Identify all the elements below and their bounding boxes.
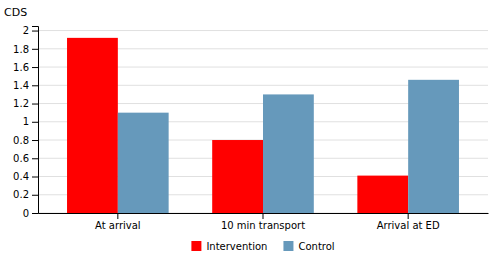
y-tick-mark bbox=[32, 122, 38, 123]
y-tick: 1.6 bbox=[13, 62, 38, 73]
bar bbox=[263, 94, 314, 213]
y-tick-mark bbox=[32, 104, 38, 105]
y-tick: 1.4 bbox=[13, 80, 38, 91]
x-axis: At arrival 10 min transport Arrival at ED bbox=[39, 213, 489, 231]
y-tick: 1.2 bbox=[13, 98, 38, 109]
y-tick-mark bbox=[32, 85, 38, 86]
y-tick-mark bbox=[32, 67, 38, 68]
y-tick-mark bbox=[32, 31, 38, 32]
y-axis: 0 0.2 0.4 0.6 0.8 1 1.2 1.4 1.6 1.8 2 bbox=[13, 25, 38, 218]
y-tick-mark bbox=[32, 177, 38, 178]
plot: 0 0.2 0.4 0.6 0.8 1 1.2 1.4 1.6 1.8 2 At arrival 10 … bbox=[13, 25, 488, 231]
y-tick-label: 0 bbox=[23, 208, 29, 219]
legend-item: Intervention bbox=[191, 241, 267, 252]
x-tick-mark bbox=[117, 213, 118, 219]
bar-series bbox=[67, 38, 408, 213]
y-tick-label: 2 bbox=[23, 25, 29, 36]
y-tick-mark bbox=[32, 49, 38, 50]
y-axis-label: CDS bbox=[4, 6, 27, 19]
y-tick: 1.8 bbox=[13, 44, 38, 55]
legend-item: Control bbox=[283, 241, 334, 252]
legend-label: Control bbox=[298, 241, 334, 252]
x-tick-label: At arrival bbox=[95, 220, 141, 231]
bar-series bbox=[118, 80, 459, 213]
y-tick: 0.2 bbox=[13, 189, 38, 200]
bars bbox=[67, 38, 459, 213]
y-tick-label: 0.2 bbox=[13, 189, 29, 200]
y-tick: 0.6 bbox=[13, 153, 38, 164]
bar bbox=[408, 80, 459, 213]
y-tick-label: 1.4 bbox=[13, 80, 29, 91]
y-tick-label: 1.6 bbox=[13, 62, 29, 73]
y-tick-label: 0.6 bbox=[13, 153, 29, 164]
x-tick: At arrival bbox=[95, 213, 141, 231]
x-tick-label: 10 min transport bbox=[221, 220, 305, 231]
y-tick: 2 bbox=[23, 25, 38, 36]
x-tick: Arrival at ED bbox=[377, 213, 440, 231]
grid-line bbox=[38, 30, 488, 31]
y-tick-label: 0.4 bbox=[13, 171, 29, 182]
grid bbox=[38, 31, 488, 213]
bar bbox=[212, 140, 263, 213]
legend-swatch bbox=[283, 241, 293, 251]
bar bbox=[118, 113, 169, 213]
bar bbox=[357, 176, 408, 213]
y-tick: 0 bbox=[23, 208, 38, 219]
legend-label: Intervention bbox=[206, 241, 267, 252]
y-tick-mark bbox=[32, 140, 38, 141]
x-tick-mark bbox=[263, 213, 264, 219]
y-tick-label: 0.8 bbox=[13, 135, 29, 146]
y-tick-mark bbox=[32, 195, 38, 196]
y-tick-label: 1.2 bbox=[13, 98, 29, 109]
bar bbox=[67, 38, 118, 213]
chart: 0 0.2 0.4 0.6 0.8 1 1.2 1.4 1.6 1.8 2 At arrival 10 … bbox=[0, 0, 500, 261]
y-tick: 1 bbox=[23, 116, 38, 127]
x-tick-mark bbox=[408, 213, 409, 219]
x-tick: 10 min transport bbox=[221, 213, 305, 231]
y-tick-label: 1 bbox=[23, 116, 29, 127]
y-axis-line bbox=[32, 27, 39, 214]
legend: Intervention Control bbox=[191, 241, 334, 252]
y-tick-label: 1.8 bbox=[13, 44, 29, 55]
y-tick: 0.4 bbox=[13, 171, 38, 182]
y-tick: 0.8 bbox=[13, 135, 38, 146]
legend-swatch bbox=[191, 241, 201, 251]
y-tick-mark bbox=[32, 213, 38, 214]
x-tick-label: Arrival at ED bbox=[377, 220, 440, 231]
y-tick-mark bbox=[32, 158, 38, 159]
